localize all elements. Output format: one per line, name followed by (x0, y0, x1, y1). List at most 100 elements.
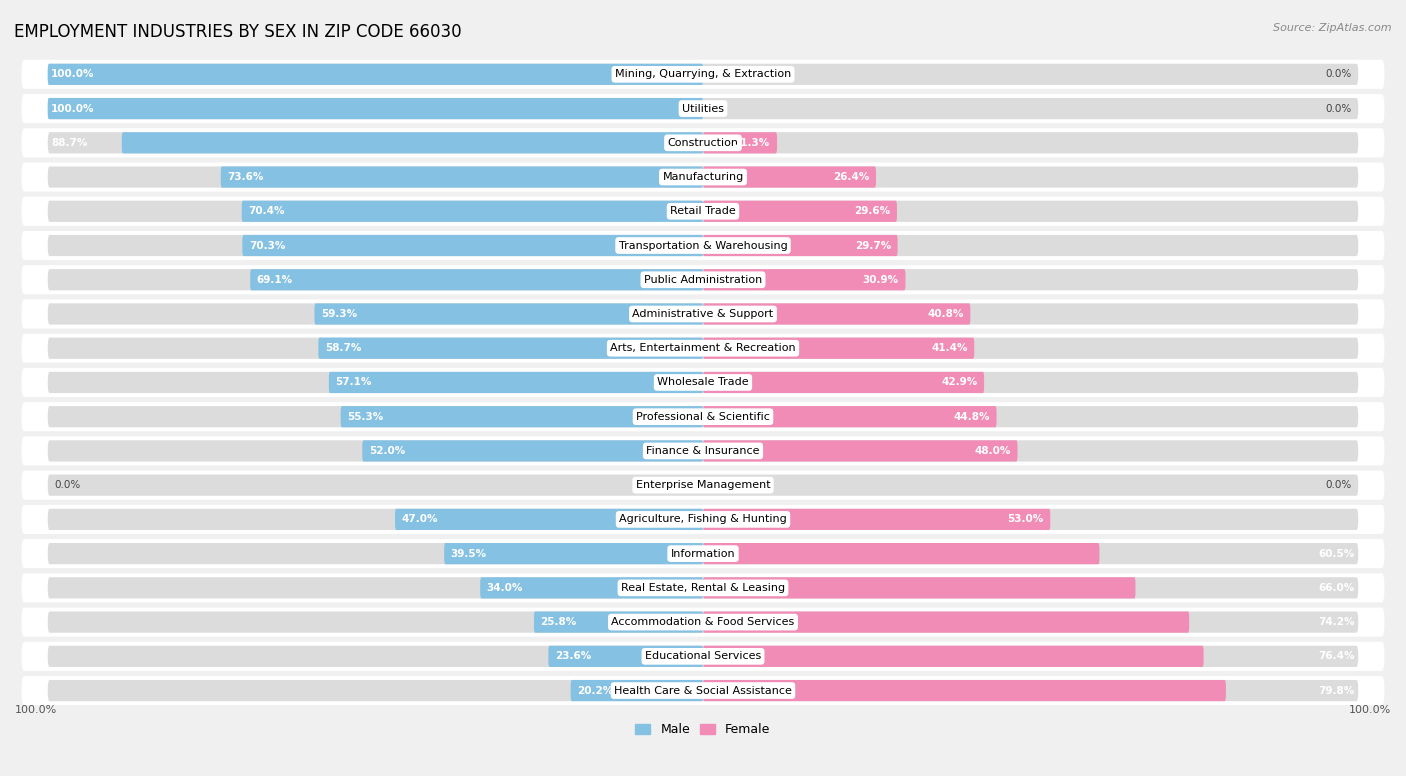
Text: 58.7%: 58.7% (325, 343, 361, 353)
Text: 29.7%: 29.7% (855, 241, 891, 251)
Text: 11.3%: 11.3% (734, 138, 770, 147)
Text: 79.8%: 79.8% (1319, 685, 1355, 695)
FancyBboxPatch shape (21, 334, 1385, 362)
Text: Enterprise Management: Enterprise Management (636, 480, 770, 490)
Text: 66.0%: 66.0% (1319, 583, 1355, 593)
Text: 29.6%: 29.6% (855, 206, 890, 217)
FancyBboxPatch shape (48, 338, 1358, 359)
Text: 70.4%: 70.4% (249, 206, 285, 217)
Text: Educational Services: Educational Services (645, 651, 761, 661)
FancyBboxPatch shape (48, 577, 1358, 598)
Text: 30.9%: 30.9% (863, 275, 898, 285)
FancyBboxPatch shape (48, 406, 1358, 428)
FancyBboxPatch shape (703, 372, 984, 393)
Text: 53.0%: 53.0% (1008, 514, 1043, 525)
FancyBboxPatch shape (242, 201, 703, 222)
Text: Construction: Construction (668, 138, 738, 147)
Text: 40.8%: 40.8% (928, 309, 963, 319)
FancyBboxPatch shape (48, 98, 703, 120)
Text: 74.2%: 74.2% (1319, 617, 1355, 627)
FancyBboxPatch shape (122, 132, 703, 154)
Text: 70.3%: 70.3% (249, 241, 285, 251)
FancyBboxPatch shape (21, 94, 1385, 123)
FancyBboxPatch shape (21, 470, 1385, 500)
Text: 0.0%: 0.0% (1326, 69, 1351, 79)
Text: 39.5%: 39.5% (451, 549, 486, 559)
FancyBboxPatch shape (21, 573, 1385, 602)
Text: 76.4%: 76.4% (1319, 651, 1355, 661)
FancyBboxPatch shape (48, 201, 1358, 222)
FancyBboxPatch shape (703, 338, 974, 359)
FancyBboxPatch shape (21, 128, 1385, 158)
FancyBboxPatch shape (703, 201, 897, 222)
Text: 41.4%: 41.4% (931, 343, 967, 353)
FancyBboxPatch shape (21, 197, 1385, 226)
Text: Arts, Entertainment & Recreation: Arts, Entertainment & Recreation (610, 343, 796, 353)
Text: 100.0%: 100.0% (51, 103, 94, 113)
FancyBboxPatch shape (703, 269, 905, 290)
FancyBboxPatch shape (340, 406, 703, 428)
FancyBboxPatch shape (48, 680, 1358, 702)
FancyBboxPatch shape (21, 505, 1385, 534)
FancyBboxPatch shape (318, 338, 703, 359)
FancyBboxPatch shape (703, 132, 778, 154)
FancyBboxPatch shape (21, 608, 1385, 636)
Text: 0.0%: 0.0% (1326, 480, 1351, 490)
Text: 73.6%: 73.6% (228, 172, 264, 182)
FancyBboxPatch shape (703, 406, 997, 428)
FancyBboxPatch shape (48, 475, 1358, 496)
Text: 47.0%: 47.0% (402, 514, 439, 525)
Text: 34.0%: 34.0% (486, 583, 523, 593)
FancyBboxPatch shape (534, 611, 703, 632)
FancyBboxPatch shape (21, 402, 1385, 431)
Text: Agriculture, Fishing & Hunting: Agriculture, Fishing & Hunting (619, 514, 787, 525)
Text: Wholesale Trade: Wholesale Trade (657, 377, 749, 387)
FancyBboxPatch shape (48, 98, 1358, 120)
FancyBboxPatch shape (703, 543, 1099, 564)
FancyBboxPatch shape (21, 162, 1385, 192)
FancyBboxPatch shape (571, 680, 703, 702)
FancyBboxPatch shape (444, 543, 703, 564)
FancyBboxPatch shape (703, 166, 876, 188)
FancyBboxPatch shape (21, 231, 1385, 260)
FancyBboxPatch shape (481, 577, 703, 598)
FancyBboxPatch shape (48, 64, 703, 85)
Text: 59.3%: 59.3% (321, 309, 357, 319)
Text: 100.0%: 100.0% (15, 705, 58, 715)
Text: 0.0%: 0.0% (55, 480, 80, 490)
Text: 69.1%: 69.1% (257, 275, 292, 285)
Text: Manufacturing: Manufacturing (662, 172, 744, 182)
Legend: Male, Female: Male, Female (630, 718, 776, 741)
FancyBboxPatch shape (48, 372, 1358, 393)
Text: Real Estate, Rental & Leasing: Real Estate, Rental & Leasing (621, 583, 785, 593)
FancyBboxPatch shape (315, 303, 703, 324)
FancyBboxPatch shape (48, 646, 1358, 667)
FancyBboxPatch shape (548, 646, 703, 667)
FancyBboxPatch shape (21, 642, 1385, 671)
FancyBboxPatch shape (21, 436, 1385, 466)
FancyBboxPatch shape (703, 680, 1226, 702)
FancyBboxPatch shape (21, 300, 1385, 328)
Text: Transportation & Warehousing: Transportation & Warehousing (619, 241, 787, 251)
Text: 100.0%: 100.0% (51, 69, 94, 79)
FancyBboxPatch shape (703, 611, 1189, 632)
Text: Finance & Insurance: Finance & Insurance (647, 446, 759, 456)
Text: 57.1%: 57.1% (336, 377, 371, 387)
FancyBboxPatch shape (21, 368, 1385, 397)
Text: EMPLOYMENT INDUSTRIES BY SEX IN ZIP CODE 66030: EMPLOYMENT INDUSTRIES BY SEX IN ZIP CODE… (14, 23, 461, 41)
FancyBboxPatch shape (21, 265, 1385, 294)
Text: 55.3%: 55.3% (347, 412, 384, 421)
FancyBboxPatch shape (48, 303, 1358, 324)
FancyBboxPatch shape (21, 539, 1385, 568)
FancyBboxPatch shape (48, 611, 1358, 632)
Text: 88.7%: 88.7% (51, 138, 87, 147)
Text: 25.8%: 25.8% (540, 617, 576, 627)
FancyBboxPatch shape (395, 509, 703, 530)
FancyBboxPatch shape (703, 235, 897, 256)
Text: 42.9%: 42.9% (941, 377, 977, 387)
Text: 48.0%: 48.0% (974, 446, 1011, 456)
FancyBboxPatch shape (48, 440, 1358, 462)
Text: 0.0%: 0.0% (1326, 103, 1351, 113)
Text: 52.0%: 52.0% (368, 446, 405, 456)
Text: Utilities: Utilities (682, 103, 724, 113)
